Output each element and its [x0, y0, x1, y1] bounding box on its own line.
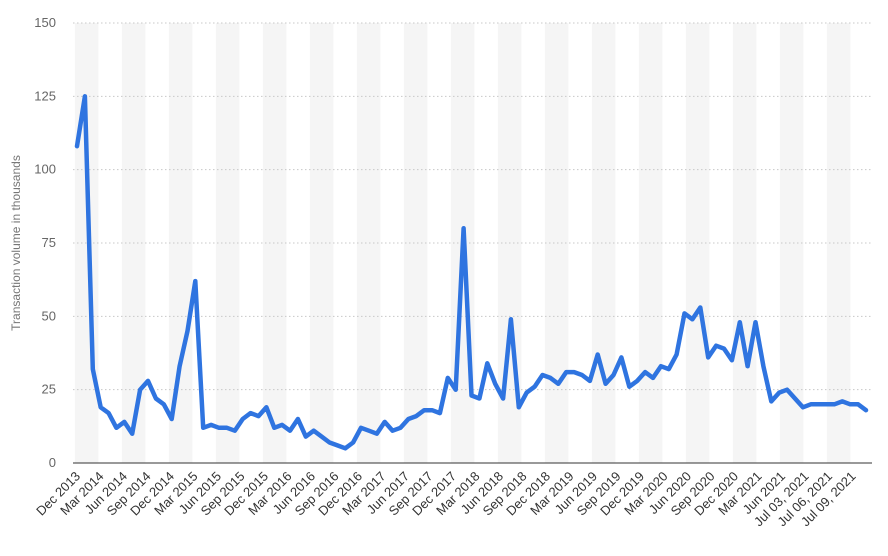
- series-line: [74, 94, 869, 451]
- y-tick-label: 0: [49, 455, 56, 470]
- y-tick-label: 75: [42, 235, 56, 250]
- y-tick-label: 150: [34, 15, 56, 30]
- background-band: [262, 23, 287, 463]
- background-band: [732, 23, 757, 463]
- y-tick-label: 25: [42, 382, 56, 397]
- gridlines: [73, 22, 872, 391]
- y-axis-ticks: 0 25 50 75 100 125 150: [34, 15, 56, 470]
- background-band: [356, 23, 381, 463]
- y-tick-label: 50: [42, 308, 56, 323]
- background-band: [638, 23, 663, 463]
- background-band: [403, 23, 428, 463]
- background-band: [215, 23, 240, 463]
- background-band: [826, 23, 851, 463]
- background-band: [779, 23, 804, 463]
- background-band: [544, 23, 569, 463]
- y-tick-label: 125: [34, 88, 56, 103]
- y-axis-label: Transaction volume in thousands: [9, 155, 23, 331]
- y-tick-label: 100: [34, 162, 56, 177]
- background-band: [168, 23, 193, 463]
- background-band: [591, 23, 616, 463]
